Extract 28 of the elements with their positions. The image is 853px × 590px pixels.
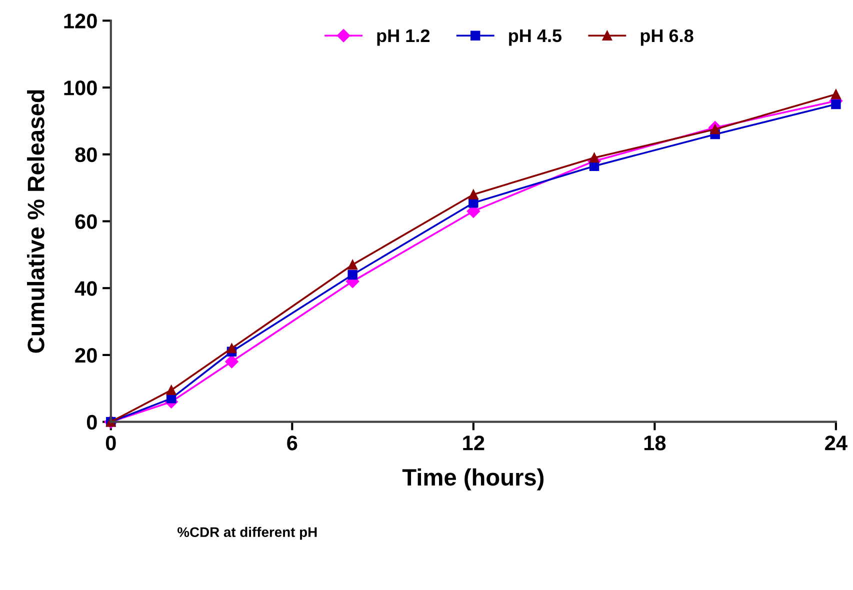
y-tick-label: 100 [64,80,97,96]
point [348,270,358,280]
x-tick-label: 0 [106,436,116,450]
legend-label: pH 6.8 [640,29,694,46]
y-tick-label: 120 [64,14,97,28]
x-axis-title: Time (hours) [402,468,544,490]
y-axis-title: Cumulative % Released [27,90,44,353]
legend-label: pH 1.2 [377,29,430,46]
point [166,385,176,395]
point [225,355,238,368]
y-tick-label: 0 [86,414,97,430]
point [831,99,841,110]
legend-label: pH 4.5 [509,30,562,46]
x-tick-label: 12 [463,436,484,450]
point [831,89,841,100]
y-tick-label: 80 [75,147,97,162]
point [226,343,237,354]
y-tick-label: 40 [74,281,97,296]
y-tick-label: 60 [75,214,97,230]
point [468,190,478,200]
y-tick-label: 20 [75,348,97,363]
x-tick-label: 18 [644,436,666,450]
text: %CDR at different pH [178,526,317,540]
point [348,260,358,270]
x-tick-label: 24 [825,436,848,450]
point [710,124,720,134]
x-tick-label: 6 [287,436,298,450]
point [589,152,600,163]
